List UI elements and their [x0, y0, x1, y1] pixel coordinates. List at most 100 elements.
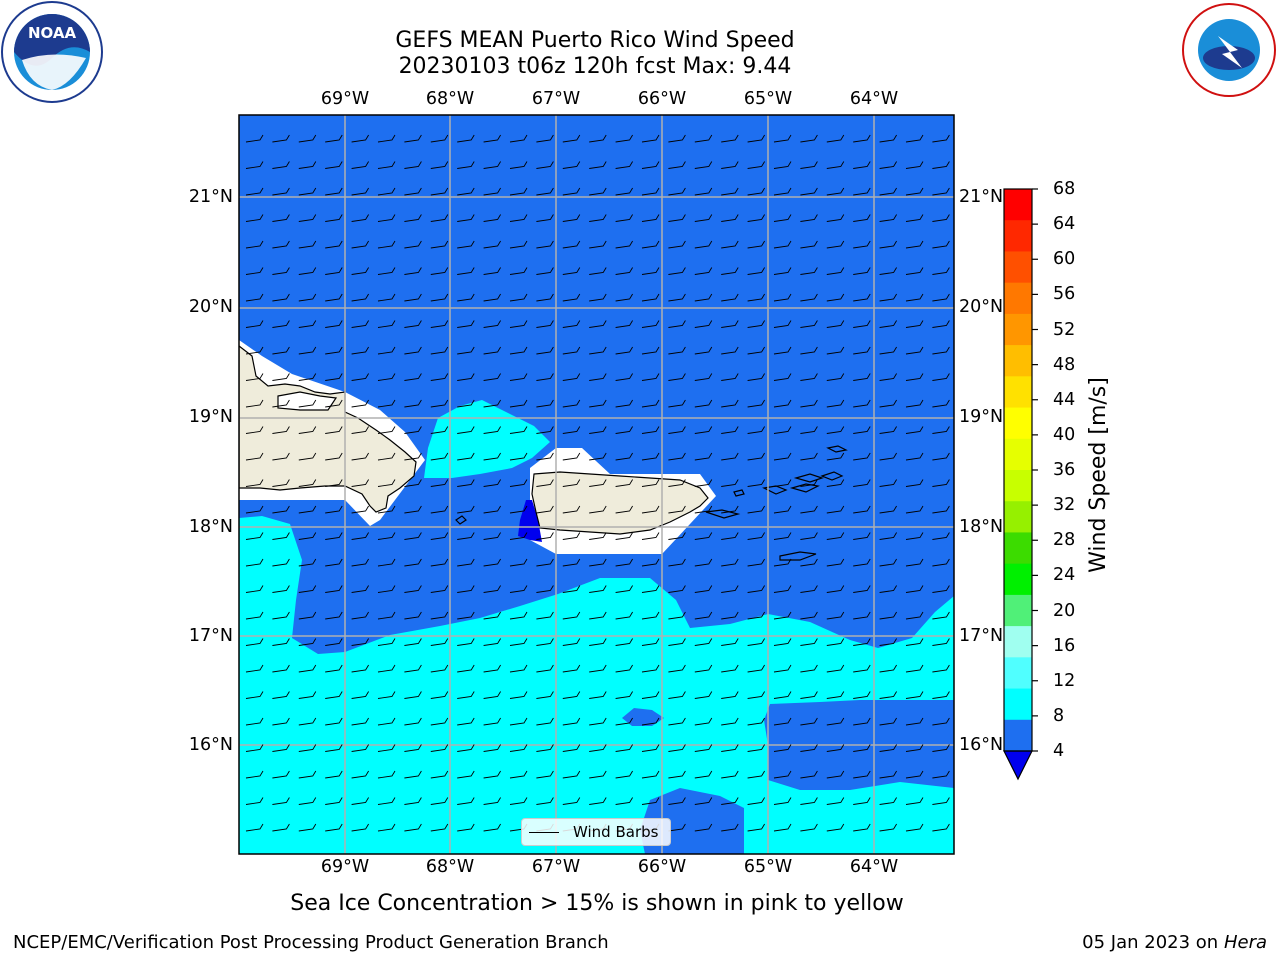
- colorbar-tick-label: 36: [1053, 460, 1076, 480]
- colorbar-tick-label: 60: [1053, 249, 1076, 270]
- wind-barb: [272, 691, 290, 699]
- wind-barb: [272, 505, 290, 514]
- wind-barb: [747, 426, 765, 434]
- wind-barb: [615, 664, 633, 673]
- wind-barb: [377, 664, 396, 673]
- wind-barb: [853, 664, 871, 673]
- wind-barb: [721, 797, 739, 805]
- wind-barb: [800, 399, 818, 408]
- wind-barb: [457, 240, 475, 249]
- wind-barb: [773, 267, 792, 275]
- wind-barb: [325, 532, 343, 540]
- wind-barb: [800, 479, 818, 487]
- wind-barb: [377, 797, 396, 805]
- wind-barb: [589, 267, 607, 275]
- lon-label-top: 65°W: [743, 89, 793, 109]
- wind-barb: [536, 558, 554, 567]
- wind-barb: [351, 638, 369, 646]
- wind-barb: [404, 399, 422, 408]
- wind-barb: [325, 479, 343, 487]
- wind-barbs: [245, 134, 950, 832]
- wind-barb: [377, 611, 396, 620]
- wind-barb: [615, 187, 633, 196]
- wind-barb: [853, 797, 871, 805]
- wind-barb: [457, 823, 475, 832]
- wind-barb: [377, 505, 396, 514]
- wind-barb: [377, 638, 396, 646]
- colorbar-swatch: [1004, 438, 1032, 471]
- wind-barb: [773, 585, 792, 593]
- wind-barb: [721, 611, 739, 620]
- wind-barb: [562, 691, 581, 699]
- wind-barb: [879, 638, 897, 646]
- colorbar-swatch: [1004, 376, 1032, 409]
- wind-barb: [932, 134, 950, 143]
- wind-barb: [641, 373, 660, 381]
- wind-barb: [826, 426, 845, 434]
- wind-barb: [589, 691, 607, 699]
- wind-barb: [615, 373, 633, 381]
- wind-barb: [404, 744, 422, 752]
- wind-barb: [562, 585, 581, 593]
- wind-barb: [932, 611, 950, 620]
- wind-barb: [721, 717, 739, 726]
- wind-barb: [457, 479, 475, 487]
- wind-barb: [905, 797, 924, 805]
- wind-barb: [483, 611, 501, 620]
- wind-barb: [932, 267, 950, 275]
- wind-barb: [430, 505, 449, 514]
- wind-barb: [932, 426, 950, 434]
- wind-barb: [536, 611, 554, 620]
- wind-barb: [932, 664, 950, 673]
- wind-barb: [668, 267, 686, 275]
- legend: Wind Barbs: [521, 818, 671, 846]
- wind-barb: [536, 214, 554, 222]
- wind-barb: [325, 399, 343, 408]
- wind-barb: [509, 744, 528, 752]
- wind-barb: [483, 505, 501, 514]
- wind-barb: [826, 479, 845, 487]
- wind-barb: [589, 585, 607, 593]
- wind-barb: [641, 505, 660, 514]
- wind-barb: [721, 373, 739, 381]
- wind-barb: [272, 320, 290, 328]
- wind-barb: [826, 558, 845, 567]
- wind-barb: [536, 187, 554, 196]
- wind-barb: [615, 532, 633, 540]
- wind-barb: [483, 717, 501, 726]
- wind-barb: [668, 214, 686, 222]
- wind-barb: [404, 426, 422, 434]
- wind-barb: [298, 823, 317, 832]
- wind-barb: [773, 823, 792, 832]
- wind-barb: [615, 214, 633, 222]
- wind-barb: [800, 558, 818, 567]
- wind-barb: [404, 452, 422, 461]
- wind-barb: [905, 611, 924, 620]
- wind-barb: [853, 240, 871, 249]
- wind-barb: [773, 399, 792, 408]
- wind-barb: [668, 505, 686, 514]
- wind-barb: [483, 691, 501, 699]
- wind-barb: [589, 426, 607, 434]
- wind-barb: [298, 240, 317, 249]
- wind-barb: [853, 691, 871, 699]
- wind-barb: [589, 346, 607, 355]
- wind-barb: [853, 267, 871, 275]
- wind-barb: [853, 823, 871, 832]
- wind-barb: [536, 240, 554, 249]
- wind-barb: [562, 611, 581, 620]
- wind-barb: [536, 134, 554, 143]
- wind-barb: [483, 797, 501, 805]
- nws-logo: [1178, 0, 1280, 100]
- wind-barb: [641, 532, 660, 540]
- wind-barb: [404, 717, 422, 726]
- wind-barb: [377, 373, 396, 381]
- wind-barb: [351, 293, 369, 302]
- wind-barb: [747, 214, 765, 222]
- wind-barb: [562, 664, 581, 673]
- wind-barb: [272, 797, 290, 805]
- wind-barb: [245, 214, 264, 222]
- wind-barb: [668, 240, 686, 249]
- wind-barb: [721, 346, 739, 355]
- wind-barb: [694, 691, 713, 699]
